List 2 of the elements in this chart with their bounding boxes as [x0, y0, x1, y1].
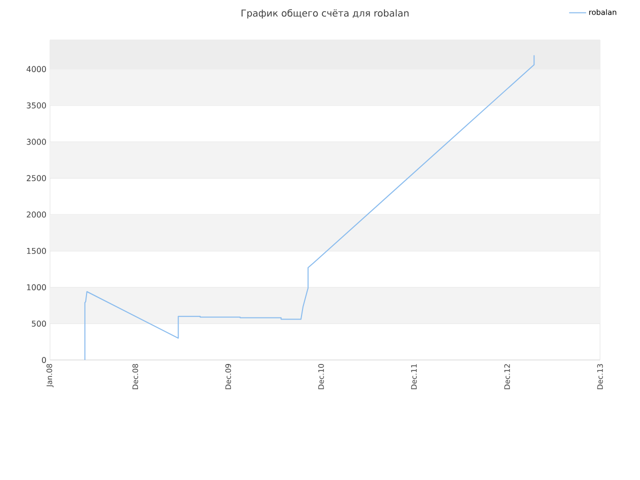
line-series	[84, 54, 535, 360]
chart-title: График общего счёта для robalan	[242, 9, 409, 18]
